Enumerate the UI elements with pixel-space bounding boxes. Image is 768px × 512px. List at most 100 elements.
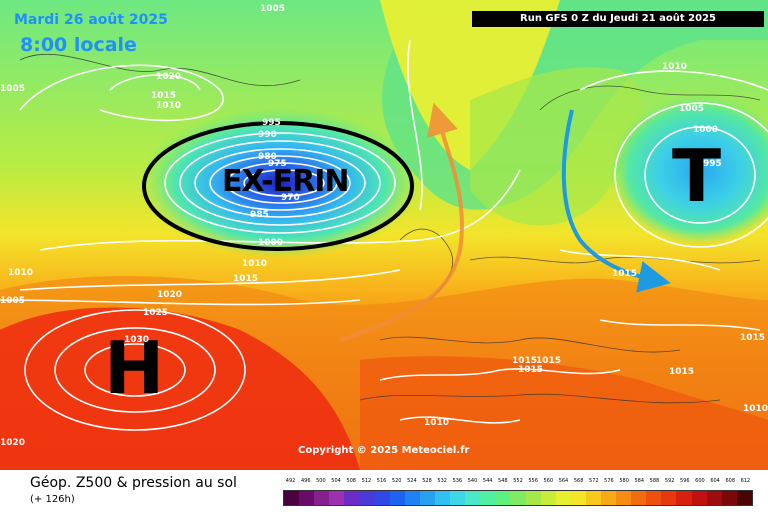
isobar-label: 1005 bbox=[679, 104, 705, 114]
high-pressure-symbol: H bbox=[104, 326, 165, 410]
scale-tick-label: 524 bbox=[407, 478, 417, 484]
forecast-date: Mardi 26 août 2025 bbox=[14, 12, 168, 28]
isobar-label: 1005 bbox=[0, 84, 26, 94]
scale-tick-label: 576 bbox=[604, 478, 614, 484]
scale-swatch bbox=[434, 491, 451, 505]
scale-tick-label: 536 bbox=[452, 478, 463, 484]
isobar-label: 1015 bbox=[151, 91, 177, 101]
scale-tick-label: 556 bbox=[528, 478, 538, 484]
isobar-label: 985 bbox=[250, 210, 269, 220]
scale-tick-label: 500 bbox=[316, 478, 326, 484]
forecast-time: 8:00 locale bbox=[20, 34, 137, 56]
scale-swatch bbox=[646, 491, 662, 505]
scale-tick-label: 584 bbox=[634, 478, 645, 484]
scale-swatch bbox=[510, 491, 526, 505]
isobar-label: 1020 bbox=[156, 72, 182, 82]
scale-color-bar bbox=[283, 490, 753, 506]
scale-swatch bbox=[525, 491, 541, 505]
isobar-label: 1015 bbox=[536, 356, 562, 366]
scale-swatch bbox=[691, 491, 707, 505]
scale-swatch bbox=[450, 491, 466, 505]
scale-swatch bbox=[540, 491, 556, 505]
scale-swatch bbox=[616, 491, 632, 505]
scale-tick-label: 600 bbox=[695, 478, 705, 484]
copyright-text: Copyright © 2025 Meteociel.fr bbox=[298, 445, 470, 456]
scale-tick-label: 612 bbox=[740, 478, 751, 484]
isobar-label: 1025 bbox=[143, 308, 169, 318]
isobar-label: 1010 bbox=[156, 101, 182, 111]
forecast-lead-time: (+ 126h) bbox=[30, 494, 75, 505]
scale-swatch bbox=[314, 491, 330, 505]
scale-tick-label: 572 bbox=[589, 478, 599, 484]
scale-tick-label: 548 bbox=[498, 478, 508, 484]
isobar-label: 975 bbox=[268, 159, 287, 169]
scale-swatch bbox=[404, 491, 420, 505]
scale-swatch bbox=[299, 491, 315, 505]
isobar-label: 1015 bbox=[612, 269, 638, 279]
warm-flow-arrow bbox=[339, 102, 464, 342]
scale-tick-label: 508 bbox=[346, 478, 356, 484]
isobar-label: 1015 bbox=[740, 333, 766, 343]
isobar-label: 1010 bbox=[424, 418, 450, 428]
scale-tick-label: 544 bbox=[482, 478, 493, 484]
weather-map bbox=[0, 0, 768, 470]
isobar-label: 1000 bbox=[258, 238, 284, 248]
scale-swatch bbox=[284, 491, 300, 505]
isobar-label: 1010 bbox=[8, 268, 34, 278]
scale-tick-label: 496 bbox=[300, 478, 311, 484]
scale-tick-label: 512 bbox=[361, 478, 372, 484]
scale-tick-label: 568 bbox=[573, 478, 584, 484]
isobar-label: 1030 bbox=[124, 335, 150, 345]
scale-tick-label: 492 bbox=[285, 478, 296, 484]
scale-tick-label: 564 bbox=[558, 478, 569, 484]
scale-swatch bbox=[344, 491, 360, 505]
scale-swatch bbox=[736, 491, 752, 505]
isobar-label: 1010 bbox=[743, 404, 768, 414]
isobar-label: 995 bbox=[262, 118, 281, 128]
footer-bar: Géop. Z500 & pression au sol (+ 126h) 49… bbox=[0, 470, 768, 512]
scale-swatch bbox=[465, 491, 481, 505]
scale-swatch bbox=[555, 491, 571, 505]
scale-tick-label: 608 bbox=[725, 478, 736, 484]
scale-tick-label: 540 bbox=[467, 478, 478, 484]
scale-swatch bbox=[480, 491, 496, 505]
isobar-label: 1000 bbox=[693, 125, 719, 135]
scale-swatch bbox=[631, 491, 647, 505]
scale-swatch bbox=[389, 491, 405, 505]
isobar-label: 1015 bbox=[669, 367, 695, 377]
isobar-label: 990 bbox=[258, 130, 277, 140]
isobar-label: 1005 bbox=[260, 4, 286, 14]
cold-flow-arrow bbox=[561, 109, 671, 293]
scale-tick-label: 516 bbox=[376, 478, 387, 484]
isobar-label: 995 bbox=[703, 159, 722, 169]
scale-tick-label: 592 bbox=[664, 478, 675, 484]
scale-swatch bbox=[721, 491, 737, 505]
scale-swatch bbox=[570, 491, 586, 505]
scale-swatch bbox=[359, 491, 375, 505]
scale-swatch bbox=[374, 491, 390, 505]
scale-tick-label: 580 bbox=[619, 478, 629, 484]
low-pressure-symbol: T bbox=[672, 134, 722, 218]
scale-swatch bbox=[495, 491, 511, 505]
model-run-label: Run GFS 0 Z du Jeudi 21 août 2025 bbox=[472, 11, 764, 27]
storm-label: EX-ERIN bbox=[222, 164, 349, 199]
isobar-label: 1015 bbox=[233, 274, 259, 284]
scale-tick-label: 504 bbox=[331, 478, 341, 484]
scale-tick-label: 520 bbox=[391, 478, 402, 484]
scale-tick-label: 596 bbox=[679, 478, 690, 484]
isobar-label: 1020 bbox=[157, 290, 183, 300]
isobar-label: 1020 bbox=[0, 438, 26, 448]
scale-swatch bbox=[706, 491, 722, 505]
scale-swatch bbox=[585, 491, 601, 505]
scale-swatch bbox=[419, 491, 435, 505]
color-scale-legend: 492 496 500 504 508 512 516 520 524 528 532 536 540 5… bbox=[283, 478, 753, 510]
isobar-label: 1005 bbox=[0, 296, 26, 306]
isobar-label: 1015 bbox=[518, 365, 544, 375]
isobar-label: 980 bbox=[258, 152, 277, 162]
scale-tick-label: 532 bbox=[437, 478, 447, 484]
isobar-label: 1010 bbox=[242, 259, 268, 269]
scale-tick-label: 604 bbox=[710, 478, 720, 484]
scale-swatch bbox=[329, 491, 345, 505]
storm-outline bbox=[142, 121, 414, 251]
scale-swatch bbox=[676, 491, 692, 505]
